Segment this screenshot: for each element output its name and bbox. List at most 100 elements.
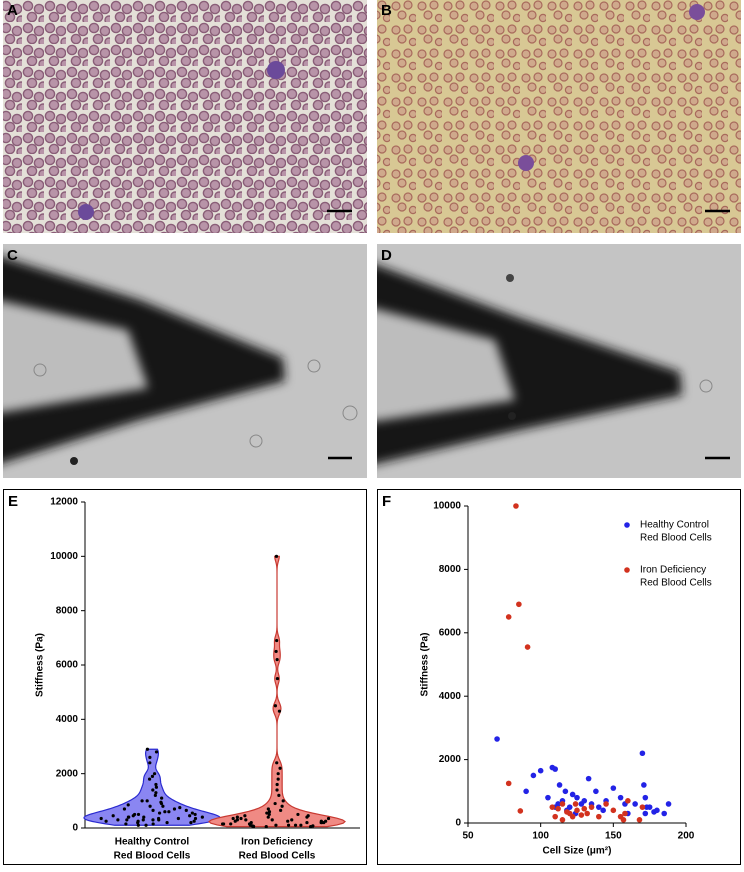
data-point [152, 772, 157, 776]
y-tick-label: 4000 [56, 714, 79, 725]
panel-label: C [7, 247, 18, 264]
data-point [267, 810, 272, 814]
panel-label: E [8, 493, 18, 510]
data-point [494, 736, 500, 742]
data-point [104, 819, 108, 823]
data-point [537, 767, 544, 774]
y-tick-label: 8000 [56, 605, 79, 616]
data-point [136, 812, 141, 817]
data-point [157, 811, 162, 815]
data-point [145, 747, 150, 751]
data-point [559, 817, 566, 823]
data-point [569, 791, 576, 798]
data-point [275, 638, 279, 643]
data-point [151, 808, 155, 812]
data-point [160, 796, 164, 800]
data-point [193, 816, 198, 821]
data-point [266, 807, 270, 811]
panel-label: F [382, 493, 391, 510]
data-point [151, 788, 155, 792]
data-point [154, 750, 159, 754]
data-point [593, 788, 599, 795]
data-point [131, 814, 135, 818]
data-point [574, 807, 580, 814]
data-point [642, 810, 649, 817]
data-point [639, 750, 646, 757]
data-point [309, 825, 313, 829]
data-point [617, 794, 624, 801]
data-point [161, 804, 165, 808]
data-point [555, 805, 561, 812]
data-point [622, 810, 628, 817]
data-point [159, 801, 164, 806]
micrograph-c [3, 244, 367, 478]
data-point [148, 761, 152, 765]
data-point [192, 819, 196, 823]
data-point [277, 709, 282, 713]
data-point [200, 815, 204, 819]
violin [83, 748, 221, 826]
y-tick-label: 10000 [433, 501, 461, 512]
data-point [322, 820, 326, 825]
data-point [270, 818, 274, 822]
data-point [581, 805, 588, 812]
data-point [279, 808, 283, 812]
legend-label: Red Blood Cells [640, 533, 712, 544]
data-point [585, 775, 592, 782]
data-point [274, 649, 278, 654]
data-point [193, 812, 197, 817]
data-point [172, 807, 177, 811]
data-point [141, 818, 145, 822]
x-axis-label: Cell Size (μm²) [543, 846, 612, 857]
data-point [569, 813, 576, 820]
data-point [574, 794, 580, 801]
data-point [600, 807, 606, 814]
y-axis-label: Stiffness (Pa) [35, 633, 46, 697]
x-tick-label: Red Blood Cells [114, 851, 191, 862]
data-point [556, 782, 563, 788]
data-point [275, 676, 280, 681]
y-tick-label: 6000 [56, 660, 79, 671]
y-tick-label: 0 [455, 818, 461, 829]
data-point [136, 823, 140, 827]
data-point [280, 804, 284, 808]
data-point [274, 554, 279, 558]
data-point [636, 817, 643, 823]
data-point [610, 807, 617, 814]
y-tick-label: 8000 [439, 564, 462, 575]
data-point [154, 791, 158, 795]
data-point [148, 804, 152, 808]
data-point [184, 808, 188, 812]
data-point [552, 766, 558, 772]
panel-frame [3, 489, 367, 865]
data-point [286, 819, 290, 823]
data-point [229, 822, 233, 826]
data-point [326, 816, 331, 821]
data-point [142, 815, 146, 819]
x-tick-label: 200 [678, 831, 695, 842]
data-point [190, 811, 194, 815]
data-point [188, 814, 192, 818]
data-point [153, 793, 157, 798]
y-tick-label: 4000 [439, 691, 462, 702]
legend-label: Healthy Control [640, 520, 709, 531]
x-tick-label: 150 [605, 831, 622, 842]
data-point [545, 794, 551, 801]
data-point [625, 798, 631, 804]
y-tick-label: 0 [72, 823, 78, 834]
data-point [176, 816, 180, 821]
data-point [552, 813, 558, 820]
data-point [513, 503, 519, 509]
data-point [654, 807, 660, 814]
data-point [144, 823, 148, 827]
data-point [274, 823, 278, 827]
data-point [244, 818, 248, 822]
data-point [140, 799, 144, 803]
data-point [275, 761, 279, 765]
micrograph-d [377, 244, 741, 478]
data-point [610, 785, 617, 791]
data-point [578, 812, 585, 818]
data-point [639, 804, 646, 810]
data-point [276, 772, 280, 776]
data-point [275, 788, 279, 792]
